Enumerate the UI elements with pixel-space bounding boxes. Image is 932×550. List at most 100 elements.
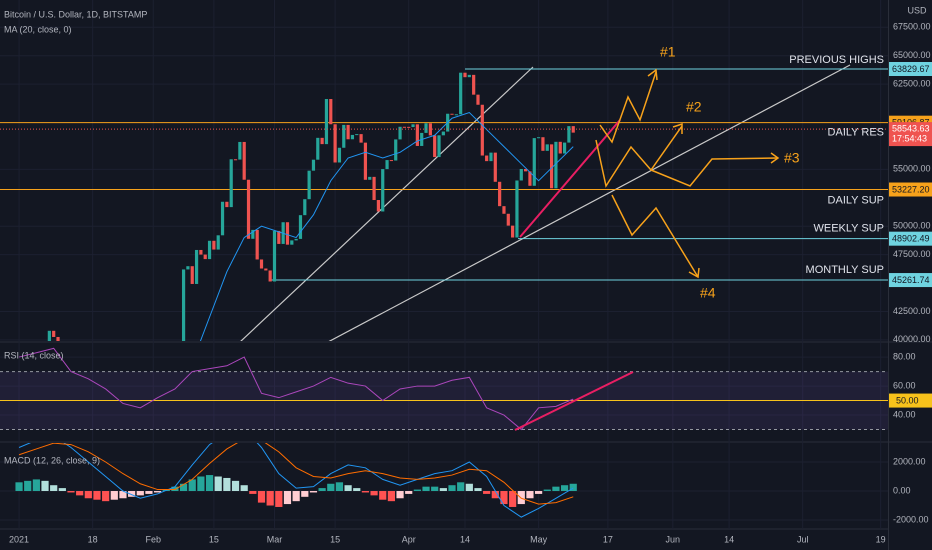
countdown-label: 17:54:43 xyxy=(892,133,927,143)
y-tick-label: 62500.00 xyxy=(893,78,931,88)
last-price-label: 58543.63 xyxy=(892,123,930,133)
level-text: DAILY RES xyxy=(828,127,884,139)
candle xyxy=(511,225,515,238)
candle xyxy=(489,152,493,162)
macd-histogram-bar xyxy=(327,483,335,492)
macd-histogram-bar xyxy=(15,482,23,492)
macd-histogram-bar xyxy=(171,486,179,492)
macd-histogram-bar xyxy=(32,479,40,492)
candle xyxy=(303,199,307,216)
trend-line xyxy=(519,119,621,238)
candle xyxy=(199,249,203,255)
rsi-pane xyxy=(0,347,888,431)
level-price-label: 63829.67 xyxy=(892,64,930,74)
scenario-arrow xyxy=(599,71,657,144)
macd-histogram-bar xyxy=(457,482,465,492)
ma-legend: MA (20, close, 0) xyxy=(4,24,72,34)
candle xyxy=(402,126,406,128)
macd-histogram-bar xyxy=(153,491,162,493)
candle xyxy=(359,134,363,143)
candle xyxy=(233,159,238,161)
candle xyxy=(519,168,523,181)
candle xyxy=(220,201,225,236)
macd-histogram-bar xyxy=(110,491,118,500)
candle xyxy=(294,238,298,241)
macd-histogram-bar xyxy=(318,488,326,492)
x-tick-label: 2021 xyxy=(9,534,29,544)
x-tick-label: 15 xyxy=(209,534,219,544)
candle xyxy=(342,124,346,148)
y-tick-label: 40.00 xyxy=(893,409,916,419)
macd-histogram-bar xyxy=(24,480,32,492)
candle xyxy=(528,171,532,186)
level-price-box xyxy=(889,231,932,246)
candle xyxy=(554,141,558,189)
currency-label: USD xyxy=(907,5,927,15)
candle xyxy=(186,266,190,270)
trend-line xyxy=(240,66,534,341)
candle xyxy=(238,141,242,160)
trend-line xyxy=(328,64,851,341)
candle xyxy=(480,104,484,156)
level-price-box xyxy=(889,182,932,197)
candle xyxy=(467,74,471,78)
scenario-arrow xyxy=(611,194,699,278)
macd-histogram-bar xyxy=(76,491,84,496)
y-tick-label: 2000.00 xyxy=(893,456,926,466)
x-tick-label: 17 xyxy=(603,534,613,544)
macd-histogram-bar xyxy=(422,486,430,492)
candle xyxy=(52,330,56,337)
y-tick-label: 60.00 xyxy=(893,380,916,390)
candle xyxy=(181,269,186,341)
macd-histogram-bar xyxy=(344,485,352,492)
macd-histogram-bar xyxy=(431,486,439,492)
macd-histogram-bar xyxy=(188,479,196,492)
macd-histogram-bar xyxy=(231,480,240,492)
macd-histogram-bar xyxy=(560,485,569,492)
candle xyxy=(56,336,60,341)
macd-histogram-bar xyxy=(266,491,274,506)
x-tick-label: 14 xyxy=(724,534,734,544)
candle xyxy=(216,235,220,250)
drawings: #1 #2 #3 #4 xyxy=(514,44,800,431)
macd-histogram-bar xyxy=(474,488,482,492)
candle xyxy=(394,139,398,161)
macd-histogram-bar xyxy=(67,491,75,493)
macd-histogram-bar xyxy=(223,477,231,492)
candle xyxy=(515,180,519,238)
macd-histogram-bar xyxy=(58,488,66,492)
x-tick-label: Mar xyxy=(267,534,283,544)
candle xyxy=(264,268,268,271)
macd-histogram-bar xyxy=(197,476,205,492)
x-tick-label: Feb xyxy=(146,534,162,544)
x-tick-label: 18 xyxy=(88,534,98,544)
marks xyxy=(0,347,888,518)
level-price-label: 48902.49 xyxy=(892,234,930,244)
candle xyxy=(524,168,528,172)
candle xyxy=(463,72,467,78)
candle xyxy=(424,123,428,133)
candle xyxy=(346,124,350,140)
candle xyxy=(389,160,393,162)
candle xyxy=(376,200,381,212)
rsi-legend: RSI (14, close) xyxy=(4,350,64,360)
candle xyxy=(307,170,311,200)
macd-histogram-bar xyxy=(526,491,534,499)
x-tick-label: Apr xyxy=(402,534,416,544)
macd-histogram-bar xyxy=(214,476,222,492)
macd-histogram-bar xyxy=(335,482,344,492)
candle xyxy=(272,230,277,282)
macd-histogram-bar xyxy=(249,491,257,494)
y-tick-label: 55000.00 xyxy=(893,164,931,174)
candle xyxy=(532,138,536,186)
candle xyxy=(433,135,437,158)
macd-histogram-bar xyxy=(301,491,309,497)
candle xyxy=(277,230,281,244)
macd-histogram-bar xyxy=(370,491,378,496)
candle xyxy=(320,137,324,145)
level-text: WEEKLY SUP xyxy=(813,223,884,235)
candle xyxy=(454,114,458,116)
macd-histogram-bar xyxy=(84,491,92,499)
level-price-label: 53227.20 xyxy=(892,184,930,194)
